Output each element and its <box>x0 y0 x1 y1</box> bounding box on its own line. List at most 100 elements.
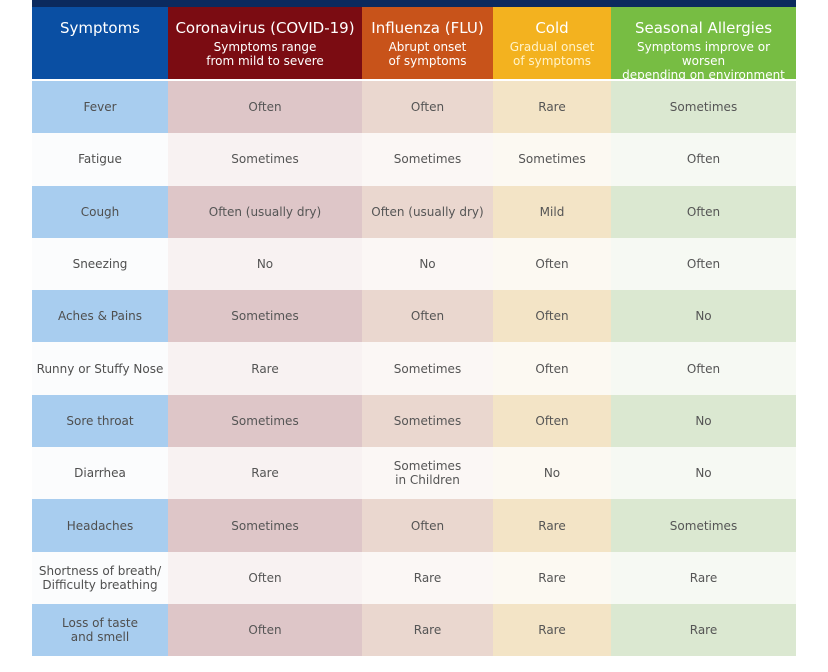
header-divider <box>32 79 796 81</box>
cell-text: Often <box>248 623 282 638</box>
symptom-name-cell: Loss of taste and smell <box>32 603 168 657</box>
cell-text: Sometimes <box>393 152 462 167</box>
cell-text: Fatigue <box>78 152 122 167</box>
header-title: Seasonal Allergies <box>634 19 773 37</box>
covid-cell: No <box>168 237 362 291</box>
covid-cell: Sometimes <box>168 290 362 343</box>
symptom-name-cell: Sore throat <box>32 394 168 448</box>
flu-cell: Often (usually dry) <box>362 185 493 238</box>
covid-cell: Sometimes <box>168 133 362 186</box>
cell-text: Rare <box>538 518 566 533</box>
header-subtitle: Symptoms range <box>213 40 317 54</box>
cell-text: Often <box>248 570 282 585</box>
covid-cell: Sometimes <box>168 394 362 448</box>
cell-text: No <box>256 257 274 272</box>
symptom-name-cell: Cough <box>32 185 168 238</box>
cell-text: No <box>419 257 436 272</box>
cold-cell: Often <box>493 342 611 395</box>
header-flu: Influenza (FLU) Abrupt onset of symptoms <box>362 7 493 79</box>
cell-text: Often (usually dry) <box>208 204 322 219</box>
cell-text: Headaches <box>66 518 134 533</box>
header-title: Cold <box>535 19 569 37</box>
cell-text: Rare <box>538 623 566 638</box>
table-row: Diarrhea Rare Sometimes in Children No No <box>32 447 796 500</box>
cell-text: Difficulty breathing <box>42 577 158 592</box>
cell-text: Aches & Pains <box>57 309 143 324</box>
symptom-name-cell: Diarrhea <box>32 447 168 500</box>
table-row: Fever Often Often Rare Sometimes <box>32 81 796 134</box>
header-title: Coronavirus (COVID-19) <box>175 19 355 37</box>
cell-text: Often <box>535 361 569 376</box>
allergies-cell: Sometimes <box>611 499 796 552</box>
header-subtitle: from mild to severe <box>206 54 324 68</box>
allergies-cell: No <box>611 290 796 343</box>
allergies-cell: Sometimes <box>611 81 796 134</box>
cell-text: Rare <box>538 570 566 585</box>
symptom-comparison-table: Symptoms Coronavirus (COVID-19) Symptoms… <box>32 7 796 657</box>
cell-text: Shortness of breath/ <box>38 563 162 578</box>
flu-cell: Sometimes in Children <box>362 447 493 500</box>
table-body: Fever Often Often Rare Sometimes Fatigue Somet… <box>32 81 796 657</box>
cold-cell: Often <box>493 237 611 291</box>
symptom-name-cell: Aches & Pains <box>32 290 168 343</box>
cell-text: Cough <box>80 204 120 219</box>
table-row: Cough Often (usually dry) Often (usually d… <box>32 185 796 238</box>
cell-text: Rare <box>413 623 442 638</box>
cold-cell: No <box>493 447 611 500</box>
covid-cell: Often <box>168 551 362 604</box>
cold-cell: Rare <box>493 603 611 657</box>
allergies-cell: Often <box>611 185 796 238</box>
cell-text: Rare <box>251 466 279 481</box>
cell-text: Mild <box>539 204 565 219</box>
cell-text: Sometimes <box>518 152 586 167</box>
allergies-cell: Often <box>611 342 796 395</box>
cold-cell: Rare <box>493 81 611 134</box>
cold-cell: Rare <box>493 499 611 552</box>
cell-text: No <box>695 413 712 428</box>
covid-cell: Rare <box>168 447 362 500</box>
flu-cell: Rare <box>362 551 493 604</box>
allergies-cell: No <box>611 394 796 448</box>
cell-text: Sometimes <box>393 413 462 428</box>
header-covid: Coronavirus (COVID-19) Symptoms range fr… <box>168 7 362 79</box>
cell-text: Often <box>410 518 445 533</box>
header-subtitle: depending on environment <box>622 68 785 82</box>
cell-text: Rare <box>538 100 566 115</box>
covid-cell: Often (usually dry) <box>168 185 362 238</box>
cell-text: Often <box>686 204 721 219</box>
covid-cell: Rare <box>168 342 362 395</box>
flu-cell: Often <box>362 81 493 134</box>
header-cold: Cold Gradual onset of symptoms <box>493 7 611 79</box>
cold-cell: Sometimes <box>493 133 611 186</box>
header-subtitle: Gradual onset <box>509 40 595 54</box>
symptom-name-cell: Shortness of breath/Difficulty breathing <box>32 551 168 604</box>
symptom-name-cell: Headaches <box>32 499 168 552</box>
header-title: Influenza (FLU) <box>371 19 484 37</box>
cell-text: Often <box>686 361 721 376</box>
flu-cell: Sometimes <box>362 394 493 448</box>
cell-text: Often (usually dry) <box>371 204 484 219</box>
cell-text: Runny or Stuffy Nose <box>36 361 164 376</box>
cell-text: Often <box>535 257 569 272</box>
cell-text: Sore throat <box>66 413 134 428</box>
flu-cell: Sometimes <box>362 342 493 395</box>
cell-text: Sometimes <box>393 361 462 376</box>
table-row: Sore throat Sometimes Sometimes Often No <box>32 394 796 448</box>
flu-cell: No <box>362 237 493 291</box>
covid-cell: Sometimes <box>168 499 362 552</box>
allergies-cell: Rare <box>611 551 796 604</box>
table-row: Sneezing No No Often Often <box>32 237 796 291</box>
header-subtitle: of symptoms <box>388 54 467 68</box>
cell-text: Sneezing <box>72 257 128 272</box>
table-row: Headaches Sometimes Often Rare Sometimes <box>32 499 796 552</box>
cell-text: Sometimes <box>231 152 299 167</box>
cell-text: Loss of taste <box>62 616 138 631</box>
top-bar <box>32 0 796 7</box>
table-row: Loss of taste and smell Often Rare Rare Rare <box>32 603 796 657</box>
cell-text: Often <box>248 100 282 115</box>
cell-text: No <box>695 466 712 481</box>
cell-text: Sometimes <box>231 413 299 428</box>
allergies-cell: Rare <box>611 603 796 657</box>
table-row: Aches & Pains Sometimes Often Often No <box>32 290 796 343</box>
cell-text: Rare <box>689 623 718 638</box>
